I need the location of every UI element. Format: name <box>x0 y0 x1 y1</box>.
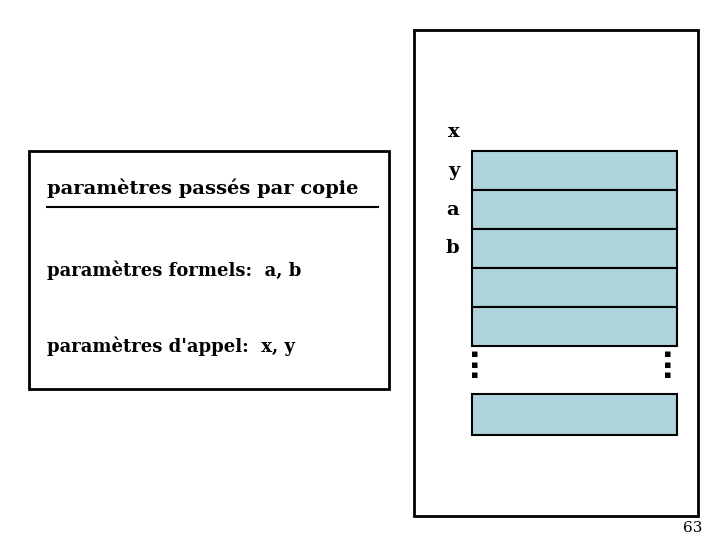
FancyBboxPatch shape <box>472 307 677 346</box>
Text: paramètres d'appel:  x, y: paramètres d'appel: x, y <box>47 336 294 356</box>
FancyBboxPatch shape <box>472 190 677 229</box>
Text: b: b <box>446 239 459 258</box>
FancyBboxPatch shape <box>29 151 389 389</box>
FancyBboxPatch shape <box>472 229 677 268</box>
Text: ▪: ▪ <box>472 360 479 369</box>
Text: ▪: ▪ <box>472 349 479 359</box>
FancyBboxPatch shape <box>472 151 677 190</box>
FancyBboxPatch shape <box>472 268 677 307</box>
Text: paramètres formels:  a, b: paramètres formels: a, b <box>47 260 301 280</box>
Text: ▪: ▪ <box>665 370 672 380</box>
Text: y: y <box>448 161 459 180</box>
FancyBboxPatch shape <box>414 30 698 516</box>
Text: x: x <box>448 123 459 141</box>
Text: a: a <box>446 200 459 219</box>
Text: 63: 63 <box>683 521 702 535</box>
Text: ▪: ▪ <box>665 360 672 369</box>
FancyBboxPatch shape <box>472 394 677 435</box>
Text: ▪: ▪ <box>472 370 479 380</box>
Text: ▪: ▪ <box>665 349 672 359</box>
Text: paramètres passés par copie: paramètres passés par copie <box>47 178 358 198</box>
